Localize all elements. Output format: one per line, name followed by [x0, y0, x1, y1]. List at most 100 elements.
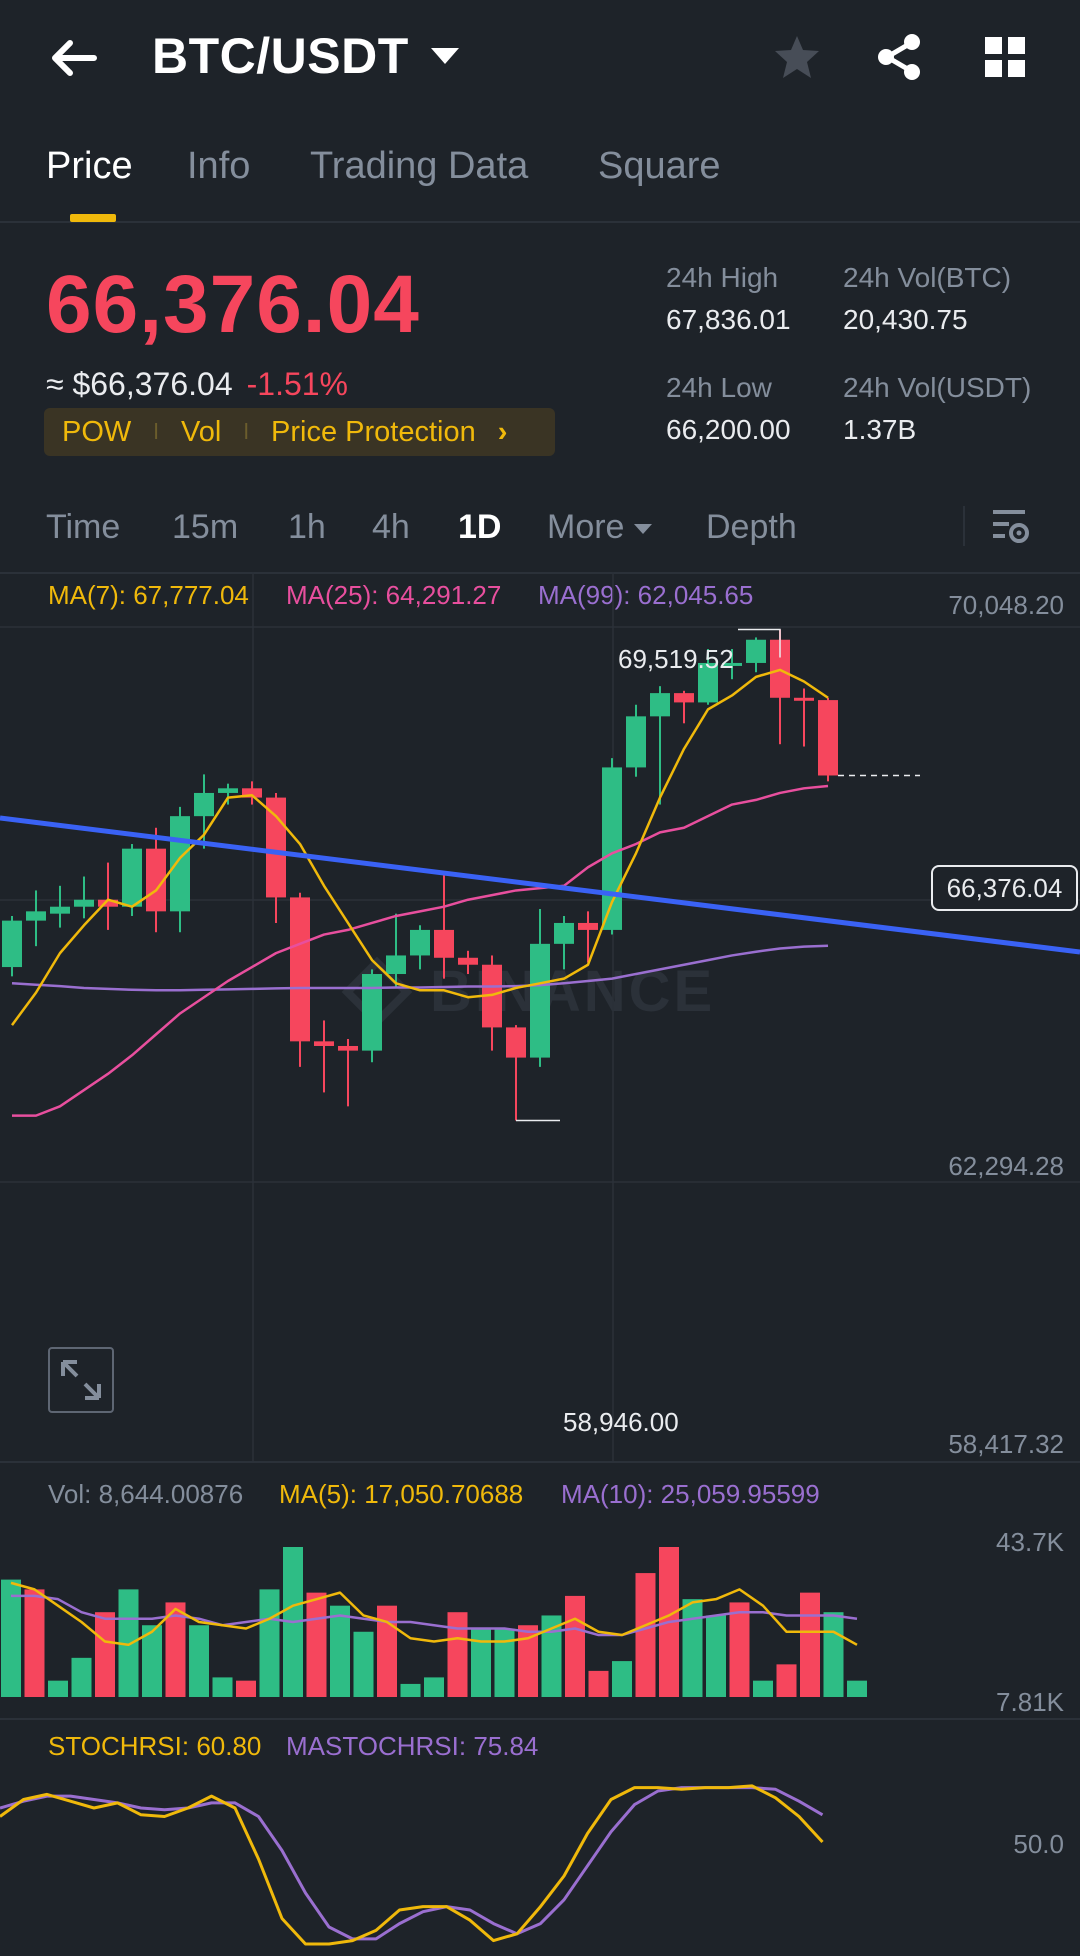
high-value: 67,836.01 — [666, 304, 791, 336]
stochrsi-divider — [0, 1718, 1080, 1720]
vol-usdt-label: 24h Vol(USDT) — [843, 372, 1031, 404]
favorite-button[interactable] — [770, 30, 824, 84]
volume-bar — [471, 1629, 491, 1698]
candle-up — [530, 944, 550, 1058]
grid-icon — [983, 35, 1027, 79]
volume-bar — [495, 1629, 515, 1698]
candle-up — [2, 921, 22, 967]
candle-up — [554, 923, 574, 944]
back-button[interactable] — [46, 30, 102, 86]
tag-pow: POW — [62, 416, 131, 449]
tab-price[interactable]: Price — [46, 145, 133, 188]
chart-settings-icon — [989, 506, 1031, 546]
interval-more[interactable]: More — [547, 508, 652, 547]
volume-chart[interactable] — [0, 1517, 1080, 1697]
vol-btc-label: 24h Vol(BTC) — [843, 262, 1011, 294]
volume-label: Vol: 8,644.00876 — [48, 1479, 243, 1510]
fullscreen-button[interactable] — [48, 1347, 114, 1413]
interval-1h[interactable]: 1h — [288, 508, 326, 547]
candle-down — [338, 1046, 358, 1051]
candle-up — [170, 816, 190, 911]
candle-up — [746, 640, 766, 663]
volume-ma10-label: MA(10): 25,059.95599 — [561, 1479, 820, 1510]
volume-bar — [213, 1677, 233, 1697]
candle-down — [434, 930, 454, 958]
interval-15m[interactable]: 15m — [172, 508, 238, 547]
volume-bar — [730, 1602, 750, 1697]
volume-bar — [424, 1677, 444, 1697]
vol-usdt-value: 1.37B — [843, 414, 916, 446]
interval-depth[interactable]: Depth — [706, 508, 797, 547]
interval-4h[interactable]: 4h — [372, 508, 410, 547]
volume-bar — [354, 1632, 374, 1697]
volume-bar — [448, 1612, 468, 1697]
back-arrow-icon — [50, 38, 98, 78]
interval-1d[interactable]: 1D — [458, 508, 501, 547]
candle-up — [362, 974, 382, 1051]
candle-down — [266, 798, 286, 898]
interval-more-label: More — [547, 508, 624, 546]
expand-icon — [59, 1358, 103, 1402]
volume-bar — [636, 1573, 656, 1697]
stochrsi-line — [0, 1786, 823, 1944]
candle-down — [314, 1041, 334, 1046]
candle-up — [50, 907, 70, 914]
price-subline: ≈ $66,376.04 -1.51% — [46, 366, 348, 403]
caret-down-icon — [431, 48, 459, 64]
chart-settings-button[interactable] — [986, 502, 1034, 550]
stochrsi-chart[interactable] — [0, 1766, 1080, 1956]
price-axis-top: 70,048.20 — [948, 590, 1064, 621]
top-bar: BTC/USDT — [0, 0, 1080, 112]
candlestick-chart[interactable] — [0, 572, 1080, 1462]
tag-vol: Vol — [181, 416, 221, 449]
candle-up — [194, 793, 214, 816]
low-value: 66,200.00 — [666, 414, 791, 446]
star-icon — [773, 34, 821, 80]
tag-separator: ǀ — [243, 419, 249, 445]
tab-square[interactable]: Square — [598, 145, 721, 188]
interval-time[interactable]: Time — [46, 508, 120, 547]
low-marker-label: 58,946.00 — [563, 1407, 679, 1438]
price-change-percent: -1.51% — [247, 366, 348, 402]
tag-separator: ǀ — [153, 419, 159, 445]
volume-bar — [824, 1612, 844, 1697]
high-marker-label: 69,519.52 — [618, 644, 734, 675]
candle-down — [674, 693, 694, 702]
volume-bar — [48, 1681, 68, 1697]
share-button[interactable] — [872, 30, 926, 84]
candle-up — [626, 716, 646, 767]
candle-down — [578, 923, 598, 930]
tag-price-protection: Price Protection — [271, 416, 476, 449]
volume-bar — [683, 1599, 703, 1697]
volume-bar — [72, 1658, 92, 1697]
mastochrsi-label: MASTOCHRSI: 75.84 — [286, 1731, 538, 1762]
volume-bar — [25, 1589, 45, 1697]
tab-info[interactable]: Info — [187, 145, 250, 188]
volume-bar — [800, 1593, 820, 1697]
candle-up — [410, 930, 430, 956]
pair-title: BTC/USDT — [152, 27, 409, 85]
candle-down — [290, 897, 310, 1041]
candle-down — [794, 698, 814, 701]
caret-down-icon — [634, 524, 652, 534]
tab-trading-data[interactable]: Trading Data — [310, 145, 528, 188]
volume-bar — [706, 1615, 726, 1697]
price-axis-mid: 62,294.28 — [948, 1151, 1064, 1182]
candle-up — [74, 900, 94, 907]
share-icon — [875, 33, 923, 81]
volume-divider — [0, 1461, 1080, 1463]
candle-down — [506, 1027, 526, 1057]
volume-bar — [565, 1596, 585, 1697]
pair-selector[interactable]: BTC/USDT — [152, 26, 459, 86]
price-axis-bottom: 58,417.32 — [948, 1429, 1064, 1460]
candle-up — [386, 955, 406, 974]
last-price: 66,376.04 — [46, 258, 420, 352]
volume-bar — [330, 1606, 350, 1697]
volume-bar — [847, 1681, 867, 1697]
layout-button[interactable] — [978, 30, 1032, 84]
volume-bar — [1, 1580, 21, 1697]
volume-bar — [753, 1681, 773, 1697]
interval-divider — [963, 506, 965, 546]
tab-bar: Price Info Trading Data Square — [0, 135, 1080, 223]
tag-bar[interactable]: POW ǀ Vol ǀ Price Protection › — [44, 408, 555, 456]
